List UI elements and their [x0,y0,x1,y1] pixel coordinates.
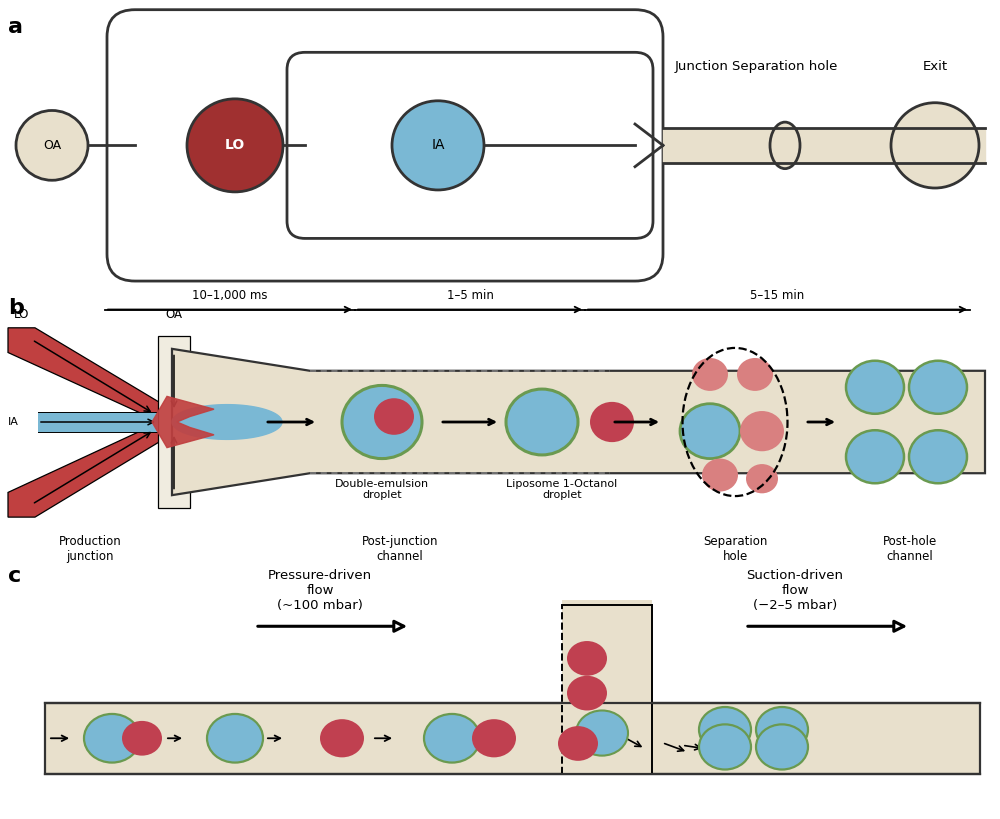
Text: 5–15 min: 5–15 min [750,289,804,302]
Circle shape [567,676,607,711]
Circle shape [756,707,808,752]
Circle shape [576,710,628,756]
Circle shape [699,724,751,770]
Circle shape [737,358,773,391]
Circle shape [746,464,778,493]
Text: 10–1,000 ms: 10–1,000 ms [192,289,268,302]
FancyBboxPatch shape [287,52,653,238]
Circle shape [84,714,140,762]
Circle shape [374,398,414,435]
Circle shape [320,719,364,758]
Circle shape [424,714,480,762]
Text: b: b [8,297,24,318]
Text: Production
junction: Production junction [59,536,121,563]
Text: Separation hole: Separation hole [732,60,838,73]
Bar [562,600,652,774]
FancyBboxPatch shape [107,10,663,281]
Circle shape [699,707,751,752]
Text: Separation
hole: Separation hole [703,536,767,563]
Ellipse shape [770,122,800,169]
Circle shape [122,721,162,756]
Text: Pressure-driven
flow
(~100 mbar): Pressure-driven flow (~100 mbar) [268,569,372,612]
Circle shape [187,99,283,192]
Text: Double-emulsion
droplet: Double-emulsion droplet [335,478,429,500]
Polygon shape [8,328,174,422]
Circle shape [680,404,740,459]
Circle shape [506,389,578,455]
Polygon shape [8,422,174,517]
Bar [45,703,980,774]
Text: LO: LO [225,138,245,152]
Polygon shape [172,349,985,495]
Text: LO: LO [14,309,30,321]
Bar [38,412,158,432]
Text: Suction-driven
flow
(−2–5 mbar): Suction-driven flow (−2–5 mbar) [746,569,844,612]
Circle shape [472,719,516,758]
Circle shape [590,402,634,442]
Text: c: c [8,565,21,586]
Circle shape [756,724,808,770]
Polygon shape [172,405,282,439]
Text: OA: OA [43,139,61,152]
Circle shape [740,411,784,451]
Circle shape [846,430,904,483]
Text: IA: IA [8,417,19,427]
Circle shape [207,714,263,762]
Text: Exit: Exit [922,60,948,73]
Circle shape [909,360,967,414]
Circle shape [16,111,88,180]
Circle shape [702,459,738,491]
Text: 1–5 min: 1–5 min [447,289,493,302]
Text: Post-junction
channel: Post-junction channel [362,536,438,563]
Text: IA: IA [431,138,445,152]
Text: OA: OA [166,309,182,321]
Circle shape [909,430,967,483]
Text: Junction: Junction [675,60,729,73]
Circle shape [342,386,422,459]
Circle shape [567,641,607,676]
Bar [158,336,190,508]
Circle shape [891,102,979,188]
Polygon shape [152,396,214,448]
Circle shape [392,101,484,190]
Circle shape [558,726,598,761]
Text: a: a [8,17,23,38]
Circle shape [846,360,904,414]
Text: Liposome 1-Octanol
droplet: Liposome 1-Octanol droplet [506,478,618,500]
Bar [562,605,652,703]
Text: Post-hole
channel: Post-hole channel [883,536,937,563]
Circle shape [692,358,728,391]
